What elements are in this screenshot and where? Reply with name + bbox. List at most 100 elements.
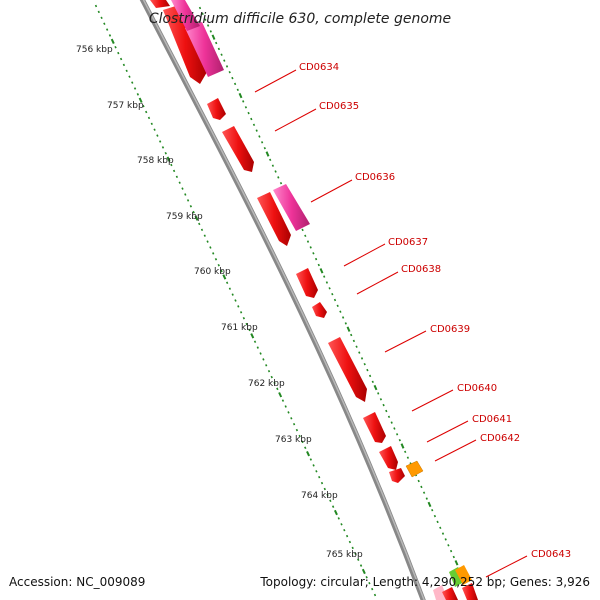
scale-minor-tick <box>234 299 237 302</box>
scale-major-tick <box>194 215 199 221</box>
gene-label[interactable]: CD0640 <box>457 383 497 394</box>
gene-label[interactable]: CD0634 <box>299 62 339 73</box>
scale-minor-tick <box>108 34 112 37</box>
scale-minor-tick <box>295 428 299 432</box>
scale-minor-tick <box>158 140 162 143</box>
scale-minor-tick <box>209 246 212 249</box>
gene-feature[interactable] <box>312 302 327 318</box>
scale-minor-tick <box>186 199 190 202</box>
gene-feature[interactable] <box>462 583 478 600</box>
scale-minor-tick <box>103 22 106 25</box>
scale-minor-tick <box>425 497 428 500</box>
gene-feature[interactable] <box>296 268 318 298</box>
label-line <box>384 330 427 353</box>
scale-minor-tick <box>271 164 275 167</box>
scale-minor-tick <box>366 368 369 372</box>
scale-minor-tick <box>312 252 315 255</box>
scale-minor-tick <box>256 346 259 349</box>
gene-feature[interactable] <box>222 126 254 172</box>
scale-minor-tick <box>250 117 253 121</box>
scale-minor-tick <box>225 281 229 285</box>
scale-minor-tick <box>125 69 128 73</box>
scale-minor-tick <box>279 181 283 185</box>
scale-label: 759 kbp <box>166 212 203 222</box>
gene-feature[interactable] <box>257 192 291 246</box>
scale-major-tick <box>278 392 283 398</box>
scale-minor-tick <box>339 310 342 313</box>
gene-feature[interactable] <box>273 184 310 231</box>
scale-minor-tick <box>122 63 126 67</box>
scale-minor-tick <box>94 4 98 8</box>
gene-label[interactable]: CD0638 <box>401 264 441 275</box>
gene-label[interactable]: CD0639 <box>430 324 470 335</box>
gene-feature[interactable] <box>150 0 170 8</box>
gene-label[interactable]: CD0635 <box>319 101 359 112</box>
gene-label[interactable]: CD0637 <box>388 237 428 248</box>
genome-backbone-highlight <box>142 0 425 600</box>
scale-minor-tick <box>357 558 360 561</box>
scale-major-tick <box>333 509 338 516</box>
scale-minor-tick <box>385 409 388 413</box>
scale-minor-tick <box>359 564 363 567</box>
gene-feature[interactable] <box>328 337 367 402</box>
scale-major-tick <box>306 450 311 457</box>
gene-feature[interactable] <box>363 412 386 443</box>
scale-major-tick <box>427 501 432 508</box>
scale-minor-tick <box>181 187 184 190</box>
scale-minor-tick <box>212 252 215 255</box>
scale-label: 764 kbp <box>301 491 338 501</box>
gene-feature[interactable] <box>379 446 398 470</box>
gene-feature[interactable] <box>449 567 464 587</box>
scale-minor-tick <box>290 417 293 420</box>
scale-minor-tick <box>228 70 231 74</box>
scale-minor-tick <box>248 328 251 332</box>
scale-minor-tick <box>172 169 176 173</box>
gene-feature[interactable] <box>405 460 424 478</box>
scale-minor-tick <box>436 520 439 524</box>
scale-minor-tick <box>220 269 223 273</box>
scale-minor-tick <box>100 16 103 20</box>
outer-dotted-line <box>198 6 472 594</box>
scale-minor-tick <box>351 546 354 550</box>
label-line <box>254 69 297 93</box>
scale-minor-tick <box>377 392 380 395</box>
scale-minor-tick <box>331 505 335 508</box>
gene-feature[interactable] <box>207 98 226 120</box>
scale-minor-tick <box>292 422 296 426</box>
scale-label: 761 kbp <box>221 323 258 333</box>
scale-label: 765 kbp <box>326 550 363 560</box>
scale-minor-tick <box>368 374 372 378</box>
gene-feature[interactable] <box>163 4 207 84</box>
scale-minor-tick <box>398 438 401 442</box>
scale-minor-tick <box>368 581 371 585</box>
gene-feature[interactable] <box>455 565 472 585</box>
scale-minor-tick <box>252 123 256 127</box>
label-line <box>485 555 528 578</box>
scale-minor-tick <box>164 151 167 155</box>
scale-minor-tick <box>382 403 385 407</box>
gene-feature[interactable] <box>171 0 200 31</box>
scale-minor-tick <box>325 281 329 284</box>
scale-minor-tick <box>320 481 324 485</box>
gene-label[interactable]: CD0642 <box>480 433 520 444</box>
scale-minor-tick <box>198 222 201 226</box>
scale-minor-tick <box>404 450 407 454</box>
gene-label[interactable]: CD0641 <box>472 414 512 425</box>
gene-label[interactable]: CD0643 <box>531 549 571 560</box>
scale-minor-tick <box>323 275 326 278</box>
label-line <box>434 439 477 462</box>
gene-feature[interactable] <box>442 587 458 600</box>
scale-minor-tick <box>217 263 220 267</box>
scale-minor-tick <box>273 381 276 385</box>
scale-minor-tick <box>417 479 420 483</box>
scale-minor-tick <box>340 523 343 526</box>
scale-minor-tick <box>217 47 221 51</box>
scale-major-tick <box>138 97 143 103</box>
scale-minor-tick <box>314 257 318 261</box>
gene-feature[interactable] <box>389 468 405 483</box>
gene-label[interactable]: CD0636 <box>355 172 395 183</box>
gene-feature[interactable] <box>185 22 224 77</box>
scale-minor-tick <box>336 304 339 308</box>
scale-minor-tick <box>360 357 364 360</box>
